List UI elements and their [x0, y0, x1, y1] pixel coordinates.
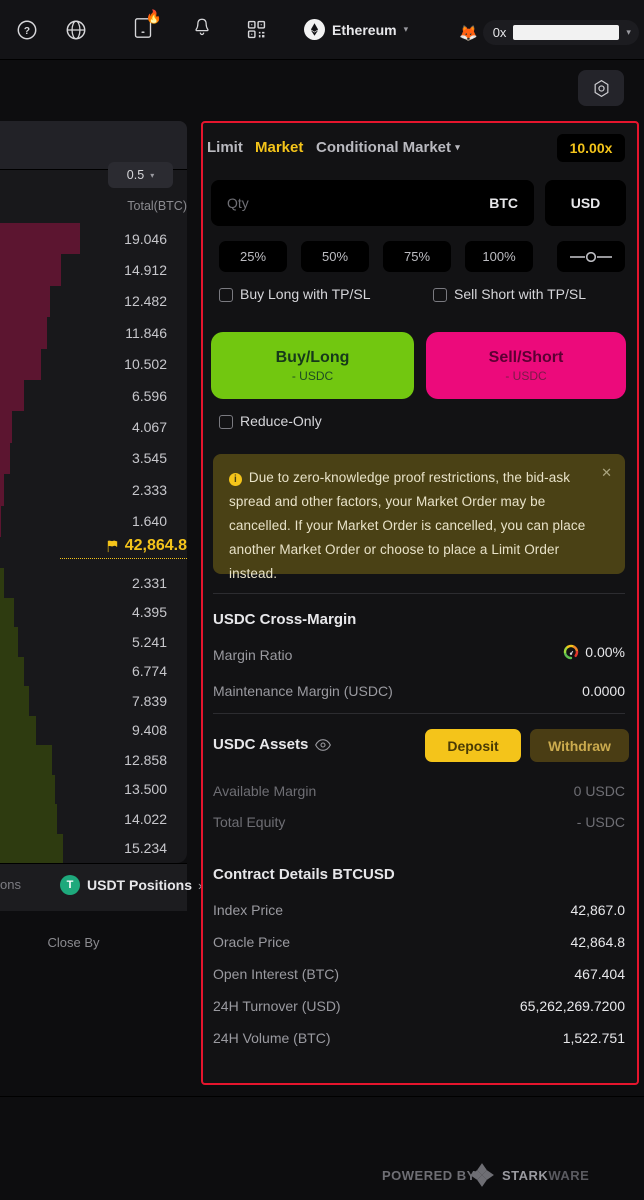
- svg-text:?: ?: [24, 26, 30, 37]
